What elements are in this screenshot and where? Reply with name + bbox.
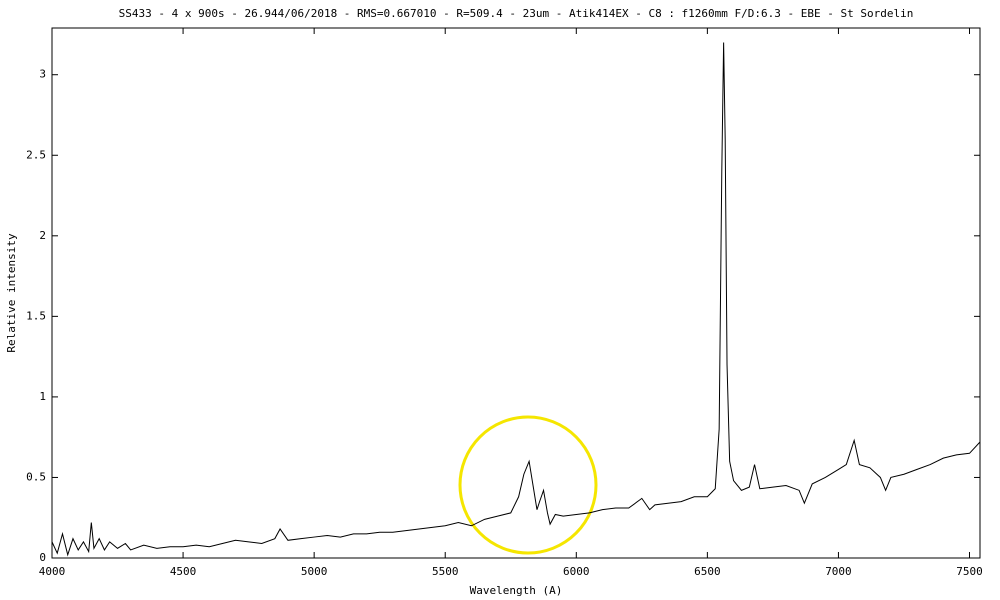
- y-tick-label: 1.5: [26, 309, 46, 322]
- y-tick-label: 1: [39, 390, 46, 403]
- y-tick-label: 3: [39, 68, 46, 81]
- x-tick-label: 5500: [432, 565, 459, 578]
- x-tick-label: 6000: [563, 565, 590, 578]
- chart-title: SS433 - 4 x 900s - 26.944/06/2018 - RMS=…: [119, 7, 914, 20]
- y-tick-label: 2: [39, 229, 46, 242]
- x-tick-label: 4500: [170, 565, 197, 578]
- x-tick-label: 7500: [956, 565, 983, 578]
- x-tick-label: 6500: [694, 565, 721, 578]
- plot-frame: [51, 27, 981, 559]
- x-tick-label: 7000: [825, 565, 852, 578]
- y-axis-label: Relative intensity: [5, 233, 18, 353]
- y-tick-label: 2.5: [26, 148, 46, 161]
- x-tick-label: 4000: [39, 565, 66, 578]
- y-tick-label: 0: [39, 551, 46, 564]
- y-tick-label: 0.5: [26, 470, 46, 483]
- highlight-circle: [458, 415, 598, 555]
- x-tick-label: 5000: [301, 565, 328, 578]
- x-axis-label: Wavelength (A): [470, 584, 563, 597]
- spectrum-line: [51, 42, 981, 557]
